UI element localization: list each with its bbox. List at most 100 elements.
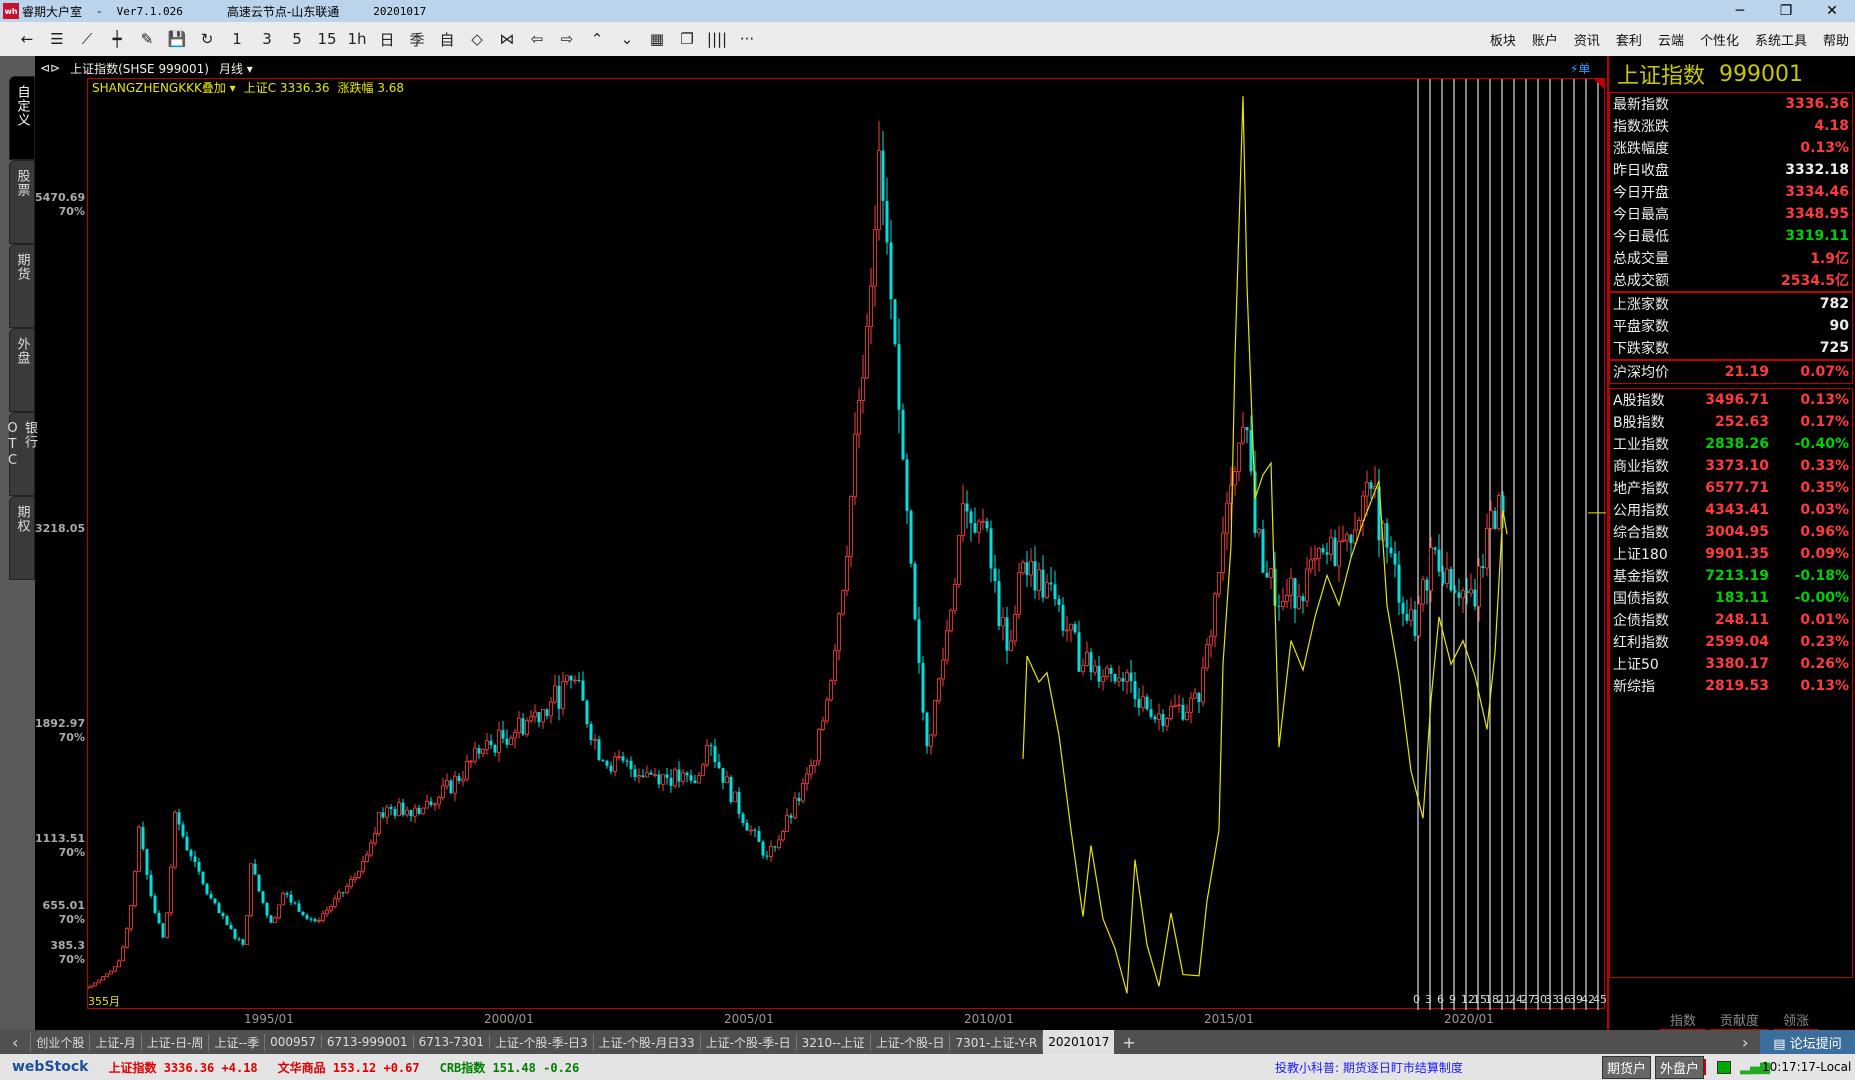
candlestick-chart[interactable]: 0 3 6 9 12 15 18 21 24 27 30 33 36 39 42 45: [87, 78, 1606, 1010]
avg-price: 21.19: [1724, 364, 1769, 380]
add-tab-button[interactable]: +: [1122, 1032, 1136, 1052]
workspace-tab[interactable]: 上证-月: [90, 1033, 142, 1051]
ticker[interactable]: 文华商品 153.12 +0.67: [278, 1059, 420, 1076]
index-row[interactable]: 工业指数 2838.26 -0.40%: [1610, 433, 1852, 455]
workspace-tab[interactable]: 7301-上证-Y-R: [950, 1033, 1044, 1051]
workspace-tab[interactable]: 6713-7301: [414, 1035, 491, 1049]
left-category-tabs: 自定义 股票 期货 外盘 银行OTC 期权: [0, 56, 37, 1030]
next-icon[interactable]: ⇨: [560, 30, 574, 48]
forum-button[interactable]: ▤ 论坛提问: [1760, 1030, 1855, 1054]
index-row[interactable]: 企债指数 248.11 0.01%: [1610, 609, 1852, 631]
draw-icon[interactable]: ✎: [140, 30, 154, 48]
candle: [513, 732, 517, 739]
news-link[interactable]: 投教小科普: 期货逐日盯市结算制度: [1275, 1060, 1463, 1075]
menu-item[interactable]: 套利: [1615, 33, 1642, 49]
left-tab[interactable]: 自定义: [9, 76, 35, 160]
menu-item[interactable]: 资讯: [1573, 33, 1600, 49]
restore-button[interactable]: ❐: [1779, 3, 1793, 19]
workspace-tab[interactable]: 20201017: [1043, 1030, 1115, 1054]
index-row[interactable]: B股指数 252.63 0.17%: [1610, 411, 1852, 433]
workspace-tab[interactable]: 3210--上证: [797, 1033, 871, 1051]
line-icon[interactable]: ⟋: [81, 30, 93, 48]
index-row[interactable]: 商业指数 3373.10 0.33%: [1610, 455, 1852, 477]
more-icon[interactable]: ···: [739, 30, 755, 48]
candle: [1089, 652, 1093, 673]
tabs-right-arrow[interactable]: ›: [1742, 1032, 1749, 1052]
index-value: 3373.10: [1705, 458, 1769, 474]
candle: [1197, 693, 1201, 703]
candle-icon[interactable]: ┿: [112, 30, 122, 48]
up-icon[interactable]: ⌃: [590, 30, 604, 48]
period-1-icon[interactable]: 1: [232, 30, 242, 48]
list-icon[interactable]: ☰: [50, 30, 64, 48]
index-row[interactable]: A股指数 3496.71 0.13%: [1610, 389, 1852, 411]
index-row[interactable]: 上证180 9901.35 0.09%: [1610, 543, 1852, 565]
clock: 10:17:17-Local: [1762, 1060, 1852, 1074]
workspace-tab[interactable]: 创业个股: [31, 1033, 91, 1051]
workspace-tab[interactable]: 上证-个股-月日33: [594, 1033, 701, 1051]
left-tab[interactable]: 股票: [9, 160, 35, 244]
windows-icon[interactable]: ❐: [680, 30, 694, 48]
tabs-left-arrow[interactable]: ‹: [0, 1032, 32, 1052]
period-day-icon[interactable]: 日: [379, 30, 395, 49]
workspace-tab[interactable]: 6713-999001: [322, 1035, 414, 1049]
period-dropdown[interactable]: 月线 ▾: [218, 61, 253, 76]
menu-item[interactable]: 板块: [1489, 33, 1516, 49]
menu-item[interactable]: 账户: [1531, 33, 1558, 49]
workspace-tab[interactable]: 上证-个股-季-日3: [490, 1033, 594, 1051]
zoom-in-icon[interactable]: ◇: [471, 30, 483, 48]
left-tab[interactable]: 银行OTC: [5, 412, 37, 496]
index-row[interactable]: 公用指数 4343.41 0.03%: [1610, 499, 1852, 521]
overlay-dropdown[interactable]: SHANGZHENGKKK叠加 ▾: [92, 81, 236, 95]
period-custom-icon[interactable]: 自: [439, 30, 455, 49]
candle: [433, 803, 437, 806]
workspace-tab[interactable]: 上证-个股-日: [871, 1033, 951, 1051]
save-icon[interactable]: 💾: [167, 30, 187, 48]
menu-item[interactable]: 系统工具: [1754, 33, 1807, 49]
account-button[interactable]: 外盘户: [1655, 1055, 1705, 1079]
workspace-tab[interactable]: 上证-日-周: [142, 1033, 210, 1051]
y-axis-label: 1113.51 70%: [35, 832, 85, 860]
panel-tab[interactable]: 贡献度: [1710, 1010, 1770, 1030]
index-row[interactable]: 基金指数 7213.19 -0.18%: [1610, 565, 1852, 587]
workspace-tab[interactable]: 000957: [265, 1035, 322, 1049]
left-tab[interactable]: 期权: [9, 496, 35, 580]
columns-icon[interactable]: ||||: [706, 30, 728, 48]
menu-item[interactable]: 帮助: [1822, 33, 1849, 49]
panel-tab[interactable]: 指数: [1660, 1010, 1707, 1030]
close-button[interactable]: ✕: [1826, 3, 1838, 19]
zoom-out-icon[interactable]: ⋈: [499, 30, 515, 48]
ticker[interactable]: 上证指数 3336.36 +4.18: [108, 1059, 257, 1076]
left-tab[interactable]: 外盘: [9, 328, 35, 412]
candle: [1453, 590, 1457, 593]
period-season-icon[interactable]: 季: [409, 30, 425, 49]
workspace-tab[interactable]: 上证-个股-季-日: [701, 1033, 797, 1051]
account-button[interactable]: 期货户: [1602, 1055, 1652, 1079]
left-tab[interactable]: 期货: [9, 244, 35, 328]
prev-icon[interactable]: ⇦: [530, 30, 544, 48]
layout-icon[interactable]: ▦: [649, 30, 665, 48]
period-15-icon[interactable]: 15: [317, 30, 337, 48]
minimize-button[interactable]: ─: [1735, 3, 1745, 19]
period-1h-icon[interactable]: 1h: [347, 30, 367, 48]
period-5-icon[interactable]: 5: [292, 30, 302, 48]
index-row[interactable]: 上证50 3380.17 0.26%: [1610, 653, 1852, 675]
back-icon[interactable]: ←: [20, 30, 34, 48]
candle: [829, 680, 833, 701]
index-row[interactable]: 国债指数 183.11 -0.00%: [1610, 587, 1852, 609]
quick-order-button[interactable]: ⚡单: [1570, 62, 1591, 76]
index-row[interactable]: 地产指数 6577.71 0.35%: [1610, 477, 1852, 499]
menu-item[interactable]: 个性化: [1699, 33, 1739, 49]
breadth-label: 平盘家数: [1613, 319, 1669, 335]
link-icon[interactable]: ⊲⊳: [40, 61, 61, 75]
index-row[interactable]: 新综指 2819.53 0.13%: [1610, 675, 1852, 697]
ticker[interactable]: CRB指数 151.48 -0.26: [440, 1059, 580, 1076]
period-3-icon[interactable]: 3: [262, 30, 272, 48]
down-icon[interactable]: ⌄: [620, 30, 634, 48]
refresh-icon[interactable]: ↻: [200, 30, 214, 48]
menu-item[interactable]: 云端: [1657, 33, 1684, 49]
workspace-tab[interactable]: 上证--季: [209, 1033, 266, 1051]
panel-tab[interactable]: 领涨: [1773, 1010, 1820, 1030]
index-row[interactable]: 综合指数 3004.95 0.96%: [1610, 521, 1852, 543]
index-row[interactable]: 红利指数 2599.04 0.23%: [1610, 631, 1852, 653]
